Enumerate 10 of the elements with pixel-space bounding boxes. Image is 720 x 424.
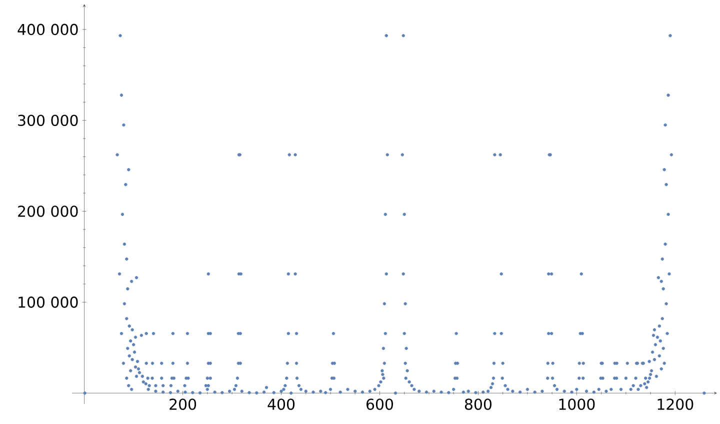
y-tick-label: 200 000	[18, 206, 78, 217]
y-tick-label: 400 000	[18, 24, 78, 36]
y-tick-label: 300 000	[18, 114, 78, 126]
x-tick-label: 200	[170, 398, 196, 410]
x-tick-label: 600	[366, 398, 393, 410]
x-tick-label: 1200	[658, 398, 694, 410]
x-tick-label: 800	[464, 398, 492, 410]
x-tick-label: 1000	[559, 398, 595, 410]
y-tick-label: 100 000	[18, 296, 78, 308]
x-tick-label: 400	[268, 398, 295, 410]
